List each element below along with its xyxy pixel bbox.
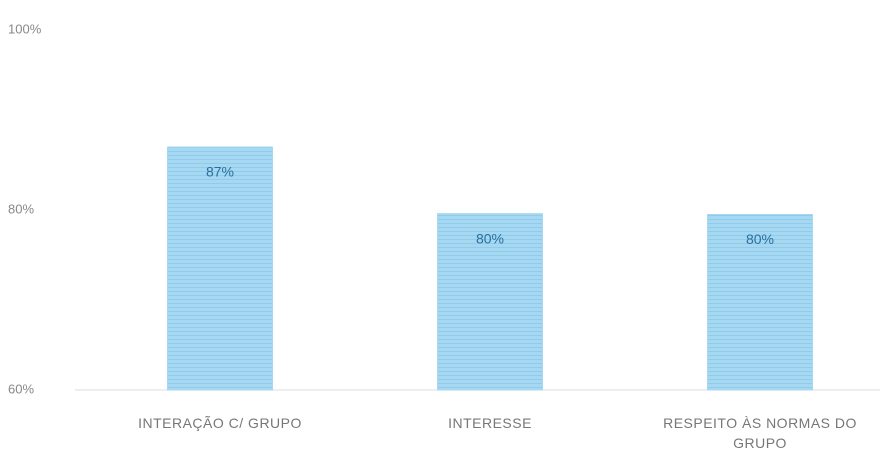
bar xyxy=(437,213,543,391)
x-tick-label: INTERESSE xyxy=(448,415,532,431)
value-label: 80% xyxy=(476,230,504,246)
y-tick-label: 80% xyxy=(8,201,34,216)
y-tick-label: 100% xyxy=(8,21,42,36)
value-label: 87% xyxy=(206,164,234,180)
bar xyxy=(167,146,273,391)
x-tick-label: RESPEITO ÀS NORMAS DO GRUPO xyxy=(663,415,857,451)
bar xyxy=(707,214,813,391)
x-tick-label: INTERAÇÃO C/ GRUPO xyxy=(138,415,302,431)
y-tick-label: 60% xyxy=(8,381,34,396)
value-label: 80% xyxy=(746,231,774,247)
